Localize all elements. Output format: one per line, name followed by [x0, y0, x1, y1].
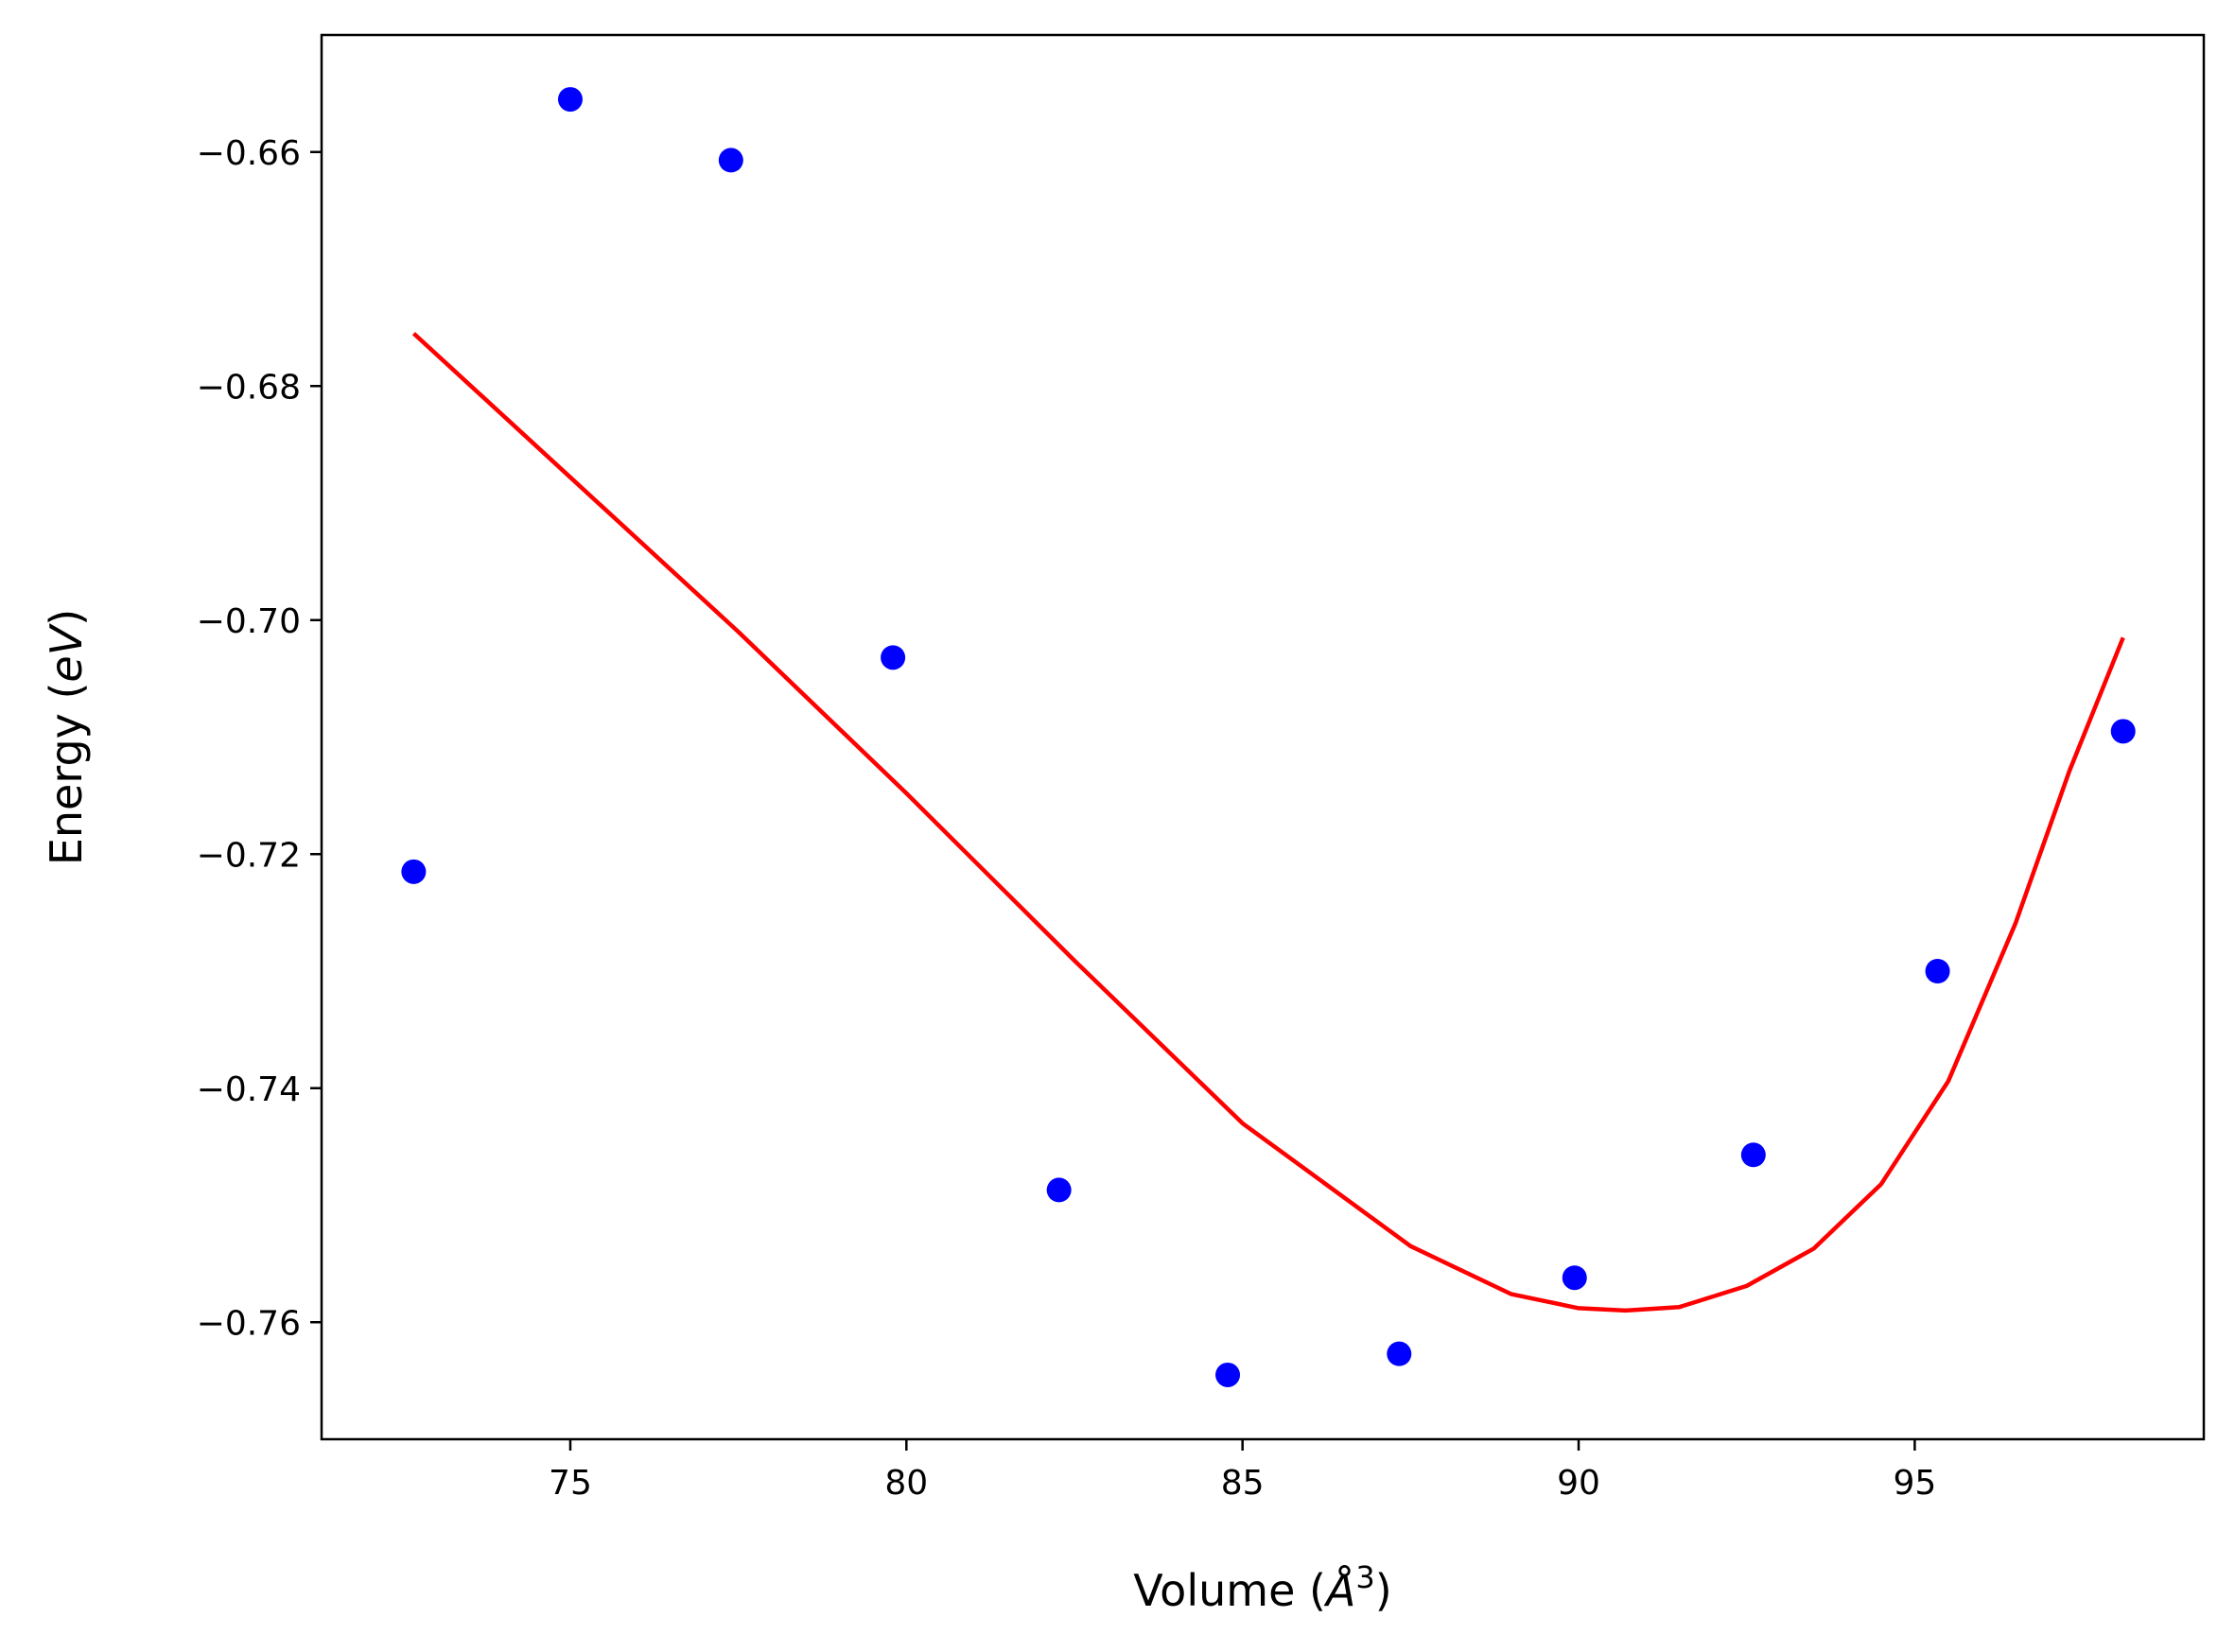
x-tick-label: 75: [549, 1464, 592, 1503]
data-point: [1215, 1362, 1241, 1387]
y-axis-label: Energy (eV): [41, 609, 92, 865]
y-tick-label: −0.72: [197, 836, 301, 875]
y-tick-label: −0.66: [197, 134, 301, 173]
data-point: [2110, 719, 2136, 744]
y-tick-label: −0.70: [197, 602, 301, 641]
y-axis-ticks: −0.66 −0.68 −0.70 −0.72 −0.74 −0.76: [197, 134, 322, 1343]
y-tick-label: −0.76: [197, 1304, 301, 1343]
data-point: [1740, 1142, 1766, 1168]
fit-curve: [411, 331, 2125, 1313]
data-point: [881, 645, 906, 670]
data-point: [401, 859, 427, 884]
x-tick-label: 80: [884, 1464, 928, 1503]
plot-layer: [401, 87, 2136, 1387]
x-axis-ticks: 75 80 85 90 95: [549, 1439, 1936, 1503]
data-point: [1925, 959, 1950, 983]
data-point: [718, 148, 743, 173]
data-point: [1046, 1177, 1072, 1203]
y-tick-label: −0.68: [197, 368, 301, 407]
data-point: [557, 87, 583, 113]
x-tick-label: 95: [1893, 1464, 1936, 1503]
y-tick-label: −0.74: [197, 1070, 301, 1109]
data-point: [1387, 1341, 1412, 1366]
x-tick-label: 85: [1221, 1464, 1265, 1503]
data-point: [1562, 1265, 1587, 1291]
plot-frame: [320, 33, 2206, 1441]
x-tick-label: 90: [1557, 1464, 1600, 1503]
x-axis-label: Volume (Å3): [1133, 1559, 1391, 1616]
